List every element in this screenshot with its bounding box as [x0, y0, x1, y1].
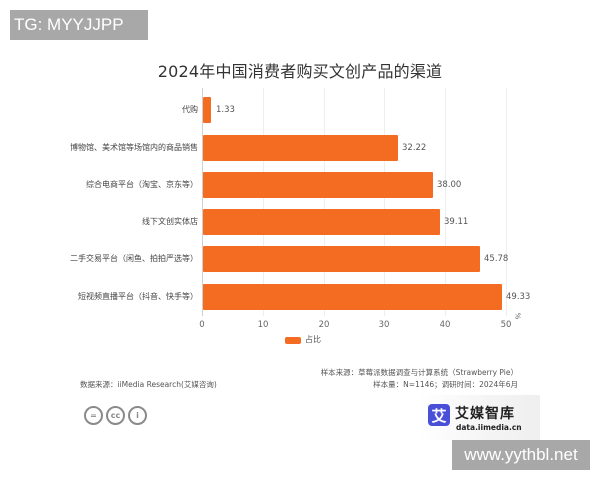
x-tick: 20: [318, 320, 330, 330]
category-label: 线下文创实体店: [142, 217, 198, 226]
bar-second-hand: [203, 246, 480, 272]
watermark-bottom-right: www.yythbl.net: [452, 440, 590, 470]
value-label: 39.11: [444, 217, 469, 227]
gridline: [384, 88, 385, 316]
value-label: 45.78: [484, 254, 509, 264]
bar-ecommerce: [203, 172, 433, 198]
nd-icon: =: [84, 406, 103, 425]
data-source: 数据来源：iiMedia Research(艾媒咨询): [80, 380, 217, 389]
legend-label: 占比: [305, 335, 321, 344]
x-tick: 0: [199, 320, 205, 330]
brand-name: 艾媒智库: [455, 406, 515, 422]
bar-museum: [203, 135, 398, 161]
category-label: 代购: [182, 105, 198, 114]
category-label: 综合电商平台（淘宝、京东等）: [86, 180, 198, 189]
y-axis-line: [202, 88, 203, 316]
bar-short-video: [203, 284, 502, 310]
bar-offline-store: [203, 209, 440, 235]
x-tick: 50: [500, 320, 512, 330]
sample-source: 样本来源：草莓派数据调查与计算系统（Strawberry Pie）: [320, 368, 518, 377]
cc-icon: cc: [106, 406, 125, 425]
brand-url: data.iimedia.cn: [456, 423, 522, 432]
gridline: [324, 88, 325, 316]
x-axis-unit: %: [513, 312, 522, 320]
gridline: [506, 88, 507, 316]
category-label: 二手交易平台（闲鱼、拍拍严选等）: [70, 254, 198, 263]
plot-area: 1.33 32.22 38.00 39.11 45.78 49.33: [202, 88, 530, 316]
bar-daigou: [203, 97, 211, 123]
gridline: [263, 88, 264, 316]
x-tick: 10: [257, 320, 269, 330]
value-label: 49.33: [506, 292, 531, 302]
x-tick: 30: [378, 320, 390, 330]
value-label: 1.33: [216, 105, 235, 115]
legend-swatch: [285, 337, 301, 344]
category-label: 短视频直播平台（抖音、快手等）: [78, 292, 198, 301]
chart-title: 2024年中国消费者购买文创产品的渠道: [157, 62, 443, 81]
sample-size: 样本量：N=1146；调研时间：2024年6月: [373, 380, 518, 389]
value-label: 38.00: [437, 180, 462, 190]
gridline: [445, 88, 446, 316]
watermark-top-left: TG: MYYJJPP: [10, 10, 148, 40]
value-label: 32.22: [402, 143, 427, 153]
license-icons: = cc i: [84, 406, 147, 425]
by-icon: i: [128, 406, 147, 425]
brand-logo-icon: 艾: [428, 404, 450, 426]
category-label: 博物馆、美术馆等场馆内的商品销售: [70, 143, 198, 152]
x-tick: 40: [439, 320, 451, 330]
